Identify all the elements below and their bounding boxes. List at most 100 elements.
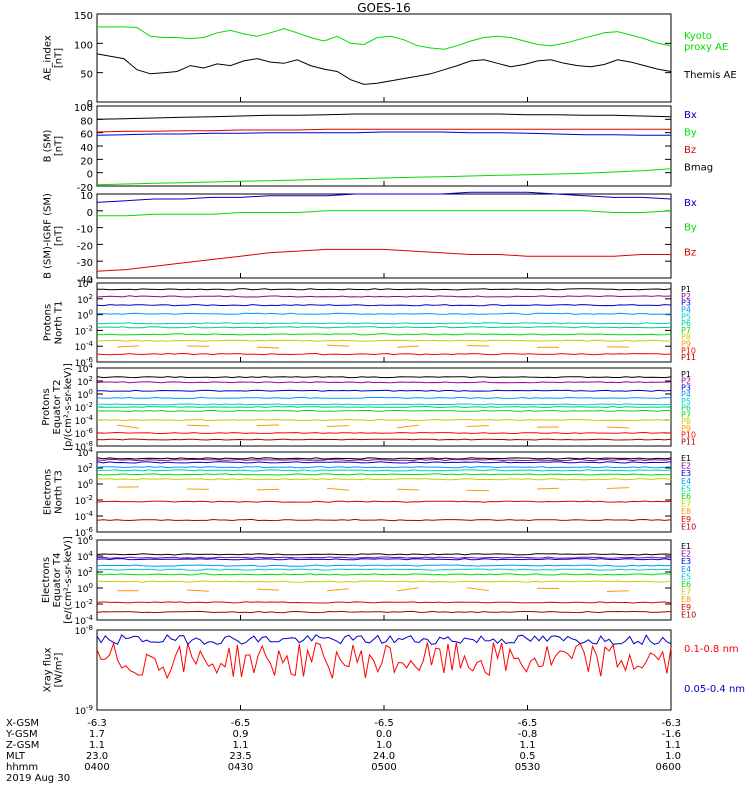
y-tick-label: 102 xyxy=(77,293,93,306)
x-tick-label: 1.0 xyxy=(665,751,681,762)
x-tick-label: 1.0 xyxy=(376,740,392,751)
x-tick-label: -6.5 xyxy=(231,718,251,729)
channel-label: E8 xyxy=(681,507,691,516)
y-tick-label: 150 xyxy=(74,11,93,22)
series-line-bx xyxy=(96,131,671,136)
series-line-bx xyxy=(96,191,672,203)
y-tick-label: 10-4 xyxy=(75,614,94,627)
channel-line-e9 xyxy=(96,601,672,604)
channel-line-e10 xyxy=(96,518,672,522)
panel-p_north: 10-6 10-4 10-2 100 102 104 Protons North T1 P1P2… xyxy=(43,277,697,369)
legend-label: By xyxy=(684,128,697,139)
panel-bsm: -20 0 20 40 60 80 100 B (SM) [nT] Bx By Bz Bmag xyxy=(43,103,714,194)
channel-label: E4 xyxy=(681,477,691,486)
channel-line-e3 xyxy=(96,558,672,561)
y-tick-label: 10-6 xyxy=(75,427,94,440)
channel-label: E3 xyxy=(681,469,691,478)
y-axis-label: North T1 xyxy=(54,301,65,345)
y-tick-label: 10 xyxy=(80,191,93,202)
channel-segment-p9 xyxy=(256,346,280,349)
channel-line-p8 xyxy=(97,339,672,342)
channel-line-e7 xyxy=(96,478,672,481)
channel-segment-e8 xyxy=(396,488,420,491)
legend-label: 0.1-0.8 nm xyxy=(684,644,739,655)
channel-label: P1 xyxy=(681,370,691,379)
y-tick-label: -20 xyxy=(77,241,93,252)
channel-line-e2 xyxy=(96,458,672,462)
y-tick-label: -20 xyxy=(77,183,93,194)
channel-line-p3 xyxy=(96,389,672,392)
channel-label: P9 xyxy=(681,424,691,433)
y-tick-label: 100 xyxy=(77,478,93,491)
y-tick-label: 10-6 xyxy=(75,356,94,369)
channel-segment-e8 xyxy=(186,589,210,592)
channel-label: P1 xyxy=(681,285,691,294)
channel-segment-p9 xyxy=(606,426,630,429)
y-tick-label: 20 xyxy=(80,156,93,167)
channel-label: P10 xyxy=(681,431,696,440)
channel-segment-e8 xyxy=(326,487,350,491)
channel-segment-p9 xyxy=(116,424,140,429)
x-tick-label: 23.0 xyxy=(86,751,108,762)
x-row-label: Y-GSM xyxy=(5,729,38,740)
y-axis-label: Equator T2 xyxy=(52,380,63,435)
y-tick-label: 106 xyxy=(77,534,93,547)
channel-segment-p9 xyxy=(466,345,490,347)
series-line-kyoto-proxy-ae xyxy=(97,26,672,50)
y-tick-label: 10-6 xyxy=(75,526,94,539)
chart-title: GOES-16 xyxy=(357,1,411,15)
x-tick-label: 0430 xyxy=(228,762,253,773)
panel-frame xyxy=(96,105,672,187)
legend-label: Themis AE xyxy=(683,70,737,81)
channel-label: P10 xyxy=(681,346,696,355)
channel-segment-e8 xyxy=(256,588,280,591)
channel-label: P7 xyxy=(681,410,691,419)
y-tick-label: 0 xyxy=(87,99,93,110)
y-axis-label: [nT] xyxy=(54,226,65,246)
y-tick-label: 10-2 xyxy=(75,598,93,611)
y-tick-label: 104 xyxy=(77,550,93,563)
x-row-label: MLT xyxy=(6,751,26,762)
y-tick-label: 100 xyxy=(74,40,93,51)
x-tick-label: 24.0 xyxy=(373,751,395,762)
channel-segment-e8 xyxy=(606,487,630,489)
channel-line-p7 xyxy=(96,333,672,336)
channel-label: P5 xyxy=(681,312,691,321)
channel-line-e9 xyxy=(96,500,672,503)
panel-frame xyxy=(96,539,672,621)
channel-label: P6 xyxy=(681,404,691,413)
channel-label: E2 xyxy=(681,550,691,559)
channel-line-e7 xyxy=(97,580,672,583)
channel-line-e3 xyxy=(96,461,672,464)
channel-line-e4 xyxy=(96,564,672,567)
legend-label: Bz xyxy=(684,145,696,156)
channel-label: P4 xyxy=(681,305,691,314)
channel-line-e6 xyxy=(96,573,672,576)
x-tick-label: 1.1 xyxy=(233,740,249,751)
channel-segment-e8 xyxy=(606,590,630,592)
x-row-label: hhmm xyxy=(6,762,38,773)
channel-label: E8 xyxy=(681,595,691,604)
y-tick-label: 50 xyxy=(80,70,93,81)
legend-label: By xyxy=(684,223,697,234)
channel-segment-e8 xyxy=(536,487,560,490)
channel-segment-p9 xyxy=(186,424,210,427)
y-tick-label: 104 xyxy=(77,362,93,375)
y-axis-label: North T3 xyxy=(54,470,65,514)
y-tick-label: 10-4 xyxy=(75,340,94,353)
channel-label: P3 xyxy=(681,299,691,308)
y-tick-label: -40 xyxy=(77,275,93,286)
channel-label: E7 xyxy=(681,500,691,509)
channel-line-p5 xyxy=(96,403,672,406)
y-axis-label: Protons xyxy=(43,304,54,341)
y-tick-label: 10-8 xyxy=(75,440,93,453)
channel-label: P2 xyxy=(681,377,691,386)
x-tick-label: 0.5 xyxy=(520,751,536,762)
series-line-bz xyxy=(96,128,671,133)
channel-segment-e8 xyxy=(396,587,420,592)
y-tick-label: 104 xyxy=(77,446,93,459)
y-axis-label: Equator T4 xyxy=(52,553,63,608)
legend-label: Bmag xyxy=(684,163,713,174)
y-tick-label: 100 xyxy=(77,582,93,595)
